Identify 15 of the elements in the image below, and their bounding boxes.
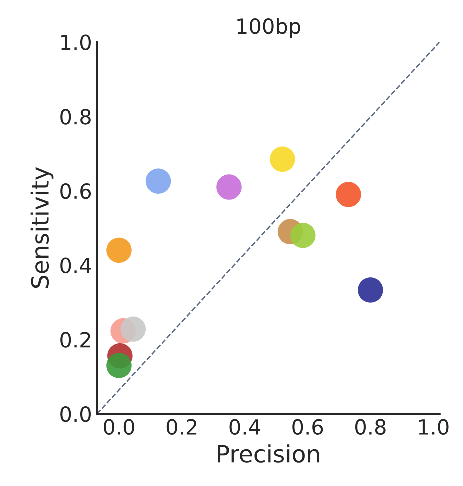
x-tick-label: 1.0: [419, 419, 449, 436]
x-tick-label: 0.4: [230, 419, 260, 436]
y-tick-label: 0.6: [60, 183, 92, 200]
chart-title: 100bp: [238, 18, 301, 38]
y-tick-label: 0.8: [60, 109, 91, 125]
y-tick-label: 0.2: [60, 332, 90, 348]
y-tick-label: 1.0: [62, 34, 91, 50]
x-tick-label: 0.2: [166, 419, 197, 436]
y-tick-label: 0.0: [60, 406, 91, 422]
x-tick-label: 0.6: [292, 419, 324, 436]
x-tick-label: 0.8: [356, 419, 386, 436]
x-tick-label: 0.0: [104, 419, 134, 436]
x-axis-title: Precision: [218, 444, 320, 463]
y-tick-label: 0.4: [60, 258, 92, 274]
y-axis-title: Sensitivity: [30, 167, 54, 288]
